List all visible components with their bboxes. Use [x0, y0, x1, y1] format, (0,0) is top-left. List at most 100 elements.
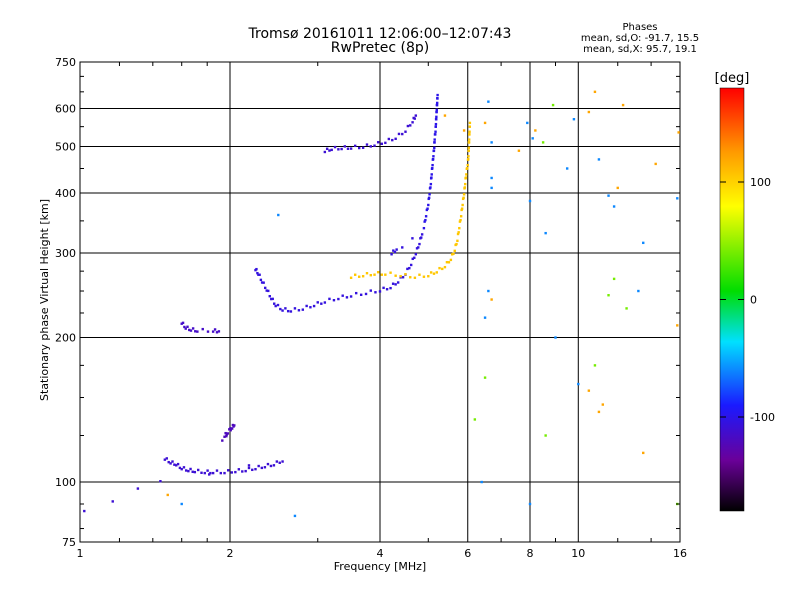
data-point	[200, 471, 203, 474]
data-point	[281, 309, 284, 312]
x-tick-label: 16	[673, 547, 687, 560]
colorbar-label: [deg]	[715, 71, 750, 86]
data-point	[169, 462, 172, 465]
data-point	[163, 458, 167, 461]
data-point	[173, 463, 176, 466]
data-point	[257, 273, 260, 276]
data-point	[430, 176, 433, 179]
data-point	[593, 90, 597, 94]
data-point	[467, 138, 471, 141]
data-point	[413, 276, 417, 279]
data-point	[422, 275, 426, 278]
data-point	[276, 303, 280, 307]
data-point	[193, 470, 197, 474]
data-point	[191, 327, 195, 330]
data-point	[467, 158, 470, 161]
data-point	[554, 336, 557, 339]
data-point	[323, 150, 327, 154]
data-point	[458, 226, 461, 230]
colorbar-tick-label: 100	[750, 176, 771, 189]
data-point	[349, 147, 353, 150]
data-point	[189, 329, 193, 332]
data-point	[260, 466, 264, 470]
data-point	[432, 155, 435, 158]
data-point	[612, 277, 616, 281]
data-point	[343, 145, 347, 148]
data-point	[490, 298, 493, 301]
data-point	[427, 203, 430, 207]
data-point	[601, 403, 605, 406]
data-point	[359, 293, 363, 296]
data-point	[436, 93, 439, 97]
y-tick-label: 300	[55, 247, 76, 260]
data-point	[267, 289, 270, 293]
data-point	[293, 514, 297, 518]
data-point	[450, 253, 454, 256]
x-axis-label: Frequency [MHz]	[334, 560, 426, 573]
data-point	[184, 469, 188, 472]
data-point	[262, 281, 265, 284]
data-point	[577, 382, 580, 386]
data-point	[165, 457, 168, 460]
data-point	[333, 145, 337, 149]
data-point	[184, 327, 187, 330]
data-point	[466, 163, 469, 167]
data-point	[264, 286, 267, 290]
data-point	[384, 273, 387, 276]
x-tick-label: 1	[77, 547, 84, 560]
data-point	[408, 266, 411, 270]
data-point	[642, 241, 645, 245]
data-point	[460, 208, 463, 212]
colorbar-ticks: 100 0 -100	[720, 176, 775, 424]
data-point	[435, 118, 438, 121]
data-point	[473, 418, 477, 421]
data-point	[401, 246, 404, 249]
data-point	[201, 327, 204, 331]
data-point	[365, 143, 369, 146]
data-point	[427, 275, 430, 278]
data-point	[221, 439, 224, 442]
data-point	[159, 480, 162, 483]
data-point	[455, 242, 458, 246]
data-point	[457, 231, 460, 234]
y-axis-label: Stationary phase Virtual Height [km]	[38, 199, 51, 401]
data-point	[414, 114, 418, 117]
data-point	[255, 267, 258, 271]
data-point	[434, 122, 438, 126]
phase-stats: Phases mean, sd,O: -91.7, 15.5 mean, sd,…	[560, 22, 720, 55]
data-point	[406, 267, 409, 271]
data-point	[180, 502, 183, 506]
data-point	[453, 249, 456, 253]
x-axis-ticks: 1 2 4 6 8 10 16	[77, 62, 687, 560]
data-point	[409, 263, 413, 267]
x-tick-label: 4	[377, 547, 384, 560]
data-point	[438, 266, 441, 270]
data-point	[528, 199, 532, 203]
chart-subtitle: RwPretec (8p)	[330, 40, 430, 56]
data-point	[167, 460, 170, 464]
plot-area	[79, 61, 681, 543]
data-point	[415, 247, 419, 250]
data-point	[330, 148, 333, 152]
data-point	[224, 431, 227, 435]
data-point	[433, 141, 436, 144]
data-point	[260, 281, 264, 284]
data-point	[328, 297, 331, 301]
data-point	[364, 292, 368, 296]
data-point	[434, 130, 437, 133]
data-point	[425, 208, 429, 212]
data-point	[435, 110, 438, 114]
data-point	[182, 466, 186, 469]
data-point	[270, 297, 273, 301]
x-tick-label: 6	[464, 547, 471, 560]
data-point	[340, 147, 343, 151]
phase-stat-o: mean, sd,O: -91.7, 15.5	[580, 33, 700, 44]
data-point	[654, 162, 657, 166]
data-point	[376, 141, 380, 144]
data-point	[393, 250, 397, 254]
data-point	[378, 290, 382, 293]
data-point	[369, 274, 372, 277]
data-point	[642, 451, 645, 455]
data-point	[312, 304, 316, 308]
data-point	[382, 286, 385, 290]
